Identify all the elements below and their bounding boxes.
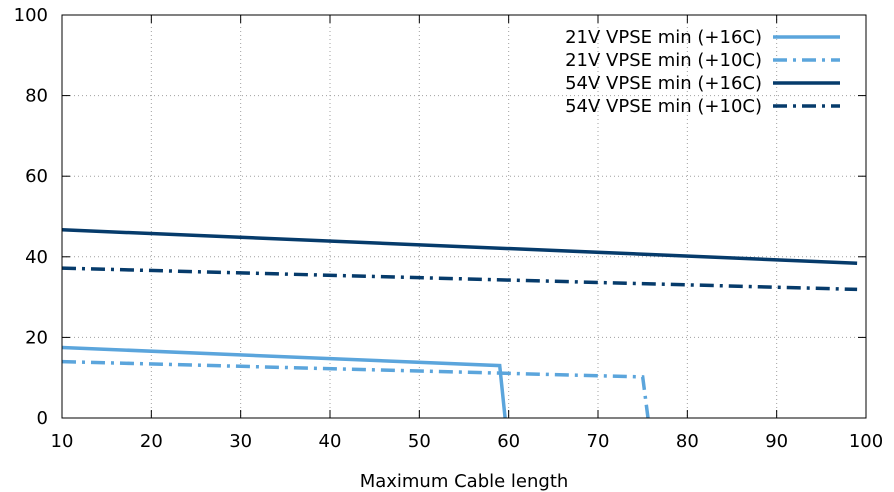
- x-tick-label: 80: [676, 431, 699, 452]
- legend-label: 21V VPSE min (+16C): [565, 27, 762, 48]
- legend-label: 21V VPSE min (+10C): [565, 50, 762, 71]
- y-tick-label: 100: [14, 5, 48, 26]
- x-tick-label: 20: [140, 431, 163, 452]
- series-line-3: [62, 228, 858, 265]
- x-tick-label: 40: [319, 431, 342, 452]
- y-tick-label: 0: [37, 408, 48, 429]
- axis-ticks: [61, 14, 867, 419]
- x-axis-tick-labels: 10 20 30 40 50 60 70 80 90 100: [51, 431, 884, 452]
- series-line-2: [62, 359, 650, 419]
- legend-label: 54V VPSE min (+16C): [565, 73, 762, 94]
- y-tick-label: 40: [25, 247, 48, 268]
- y-axis-tick-labels: 0 20 40 60 80 100: [14, 5, 48, 429]
- x-tick-label: 90: [765, 431, 788, 452]
- x-tick-label: 70: [587, 431, 610, 452]
- x-tick-label: 30: [229, 431, 252, 452]
- x-tick-label: 50: [408, 431, 431, 452]
- series-lines: [62, 228, 858, 419]
- legend: 21V VPSE min (+16C)21V VPSE min (+10C)54…: [565, 27, 840, 117]
- y-tick-label: 60: [25, 166, 48, 187]
- series-line-1: [62, 345, 507, 419]
- series-line-4: [62, 266, 858, 292]
- x-axis-title: Maximum Cable length: [360, 471, 569, 492]
- x-tick-label: 10: [51, 431, 74, 452]
- x-tick-label: 100: [849, 431, 883, 452]
- y-tick-label: 20: [25, 327, 48, 348]
- y-tick-label: 80: [25, 86, 48, 107]
- x-tick-label: 60: [497, 431, 520, 452]
- plot-frame: [61, 14, 867, 419]
- legend-label: 54V VPSE min (+10C): [565, 96, 762, 117]
